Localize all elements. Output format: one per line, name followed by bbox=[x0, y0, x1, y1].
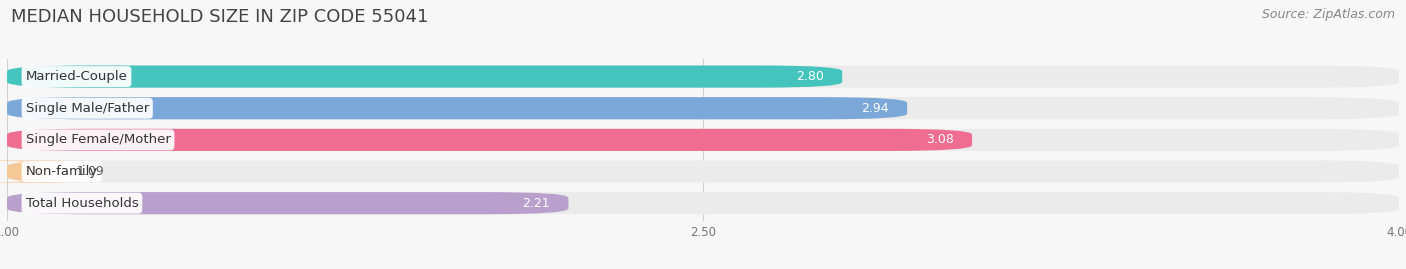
Text: Source: ZipAtlas.com: Source: ZipAtlas.com bbox=[1261, 8, 1395, 21]
FancyBboxPatch shape bbox=[7, 66, 1399, 88]
FancyBboxPatch shape bbox=[7, 129, 972, 151]
Text: Total Households: Total Households bbox=[25, 197, 138, 210]
Text: 2.80: 2.80 bbox=[796, 70, 824, 83]
Text: MEDIAN HOUSEHOLD SIZE IN ZIP CODE 55041: MEDIAN HOUSEHOLD SIZE IN ZIP CODE 55041 bbox=[11, 8, 429, 26]
FancyBboxPatch shape bbox=[7, 192, 1399, 214]
FancyBboxPatch shape bbox=[7, 66, 842, 88]
Text: Married-Couple: Married-Couple bbox=[25, 70, 128, 83]
Text: 2.21: 2.21 bbox=[522, 197, 550, 210]
FancyBboxPatch shape bbox=[7, 160, 1399, 183]
FancyBboxPatch shape bbox=[7, 97, 907, 119]
Text: Non-family: Non-family bbox=[25, 165, 98, 178]
Text: 3.08: 3.08 bbox=[925, 133, 953, 146]
FancyBboxPatch shape bbox=[7, 192, 568, 214]
Text: 1.09: 1.09 bbox=[77, 165, 104, 178]
Text: Single Male/Father: Single Male/Father bbox=[25, 102, 149, 115]
Text: Single Female/Mother: Single Female/Mother bbox=[25, 133, 170, 146]
FancyBboxPatch shape bbox=[7, 129, 1399, 151]
FancyBboxPatch shape bbox=[7, 97, 1399, 119]
FancyBboxPatch shape bbox=[0, 160, 90, 183]
Text: 2.94: 2.94 bbox=[860, 102, 889, 115]
